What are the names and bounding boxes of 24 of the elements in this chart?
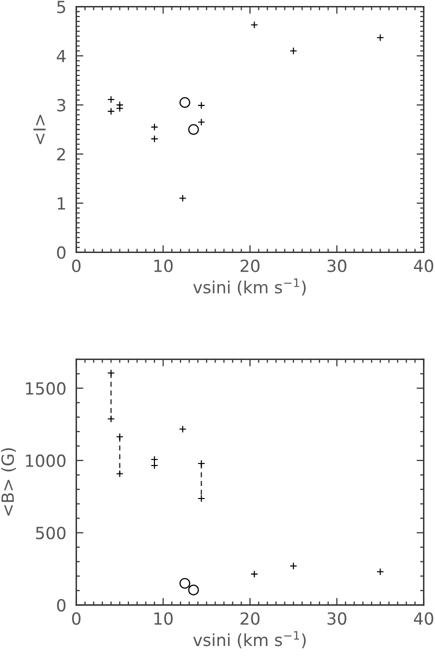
x-tick-label: 20 [240,612,260,625]
x-axis-title: vsini (km s$^{−1}$) [193,278,306,296]
y-axis-title: <I> [33,114,46,144]
x-tick-label: 40 [414,612,434,625]
y-axis-title: <B> (G) [1,448,16,516]
y-tick-label: 500 [36,526,66,540]
x-tick-label: 0 [72,260,80,272]
x-tick-label: 40 [414,260,434,272]
y-tick-label: 1 [58,197,66,210]
x-tick-label: 30 [328,260,346,272]
y-tick-label: 5 [57,0,66,14]
y-tick-label: 3 [57,98,66,112]
y-tick-label: 1000 [26,454,66,468]
y-tick-label: 4 [56,50,66,62]
x-tick-label: 30 [328,612,346,625]
y-tick-label: 0 [57,598,66,612]
x-tick-label: 20 [240,260,260,272]
x-tick-label: 0 [72,612,80,625]
x-tick-label: 10 [154,612,173,625]
y-tick-label: 2 [57,148,65,160]
y-tick-label: 1500 [26,382,66,395]
y-tick-label: 0 [57,246,66,259]
x-axis-title: vsini (km s$^{−1}$) [193,631,306,648]
x-tick-label: 10 [154,260,173,272]
